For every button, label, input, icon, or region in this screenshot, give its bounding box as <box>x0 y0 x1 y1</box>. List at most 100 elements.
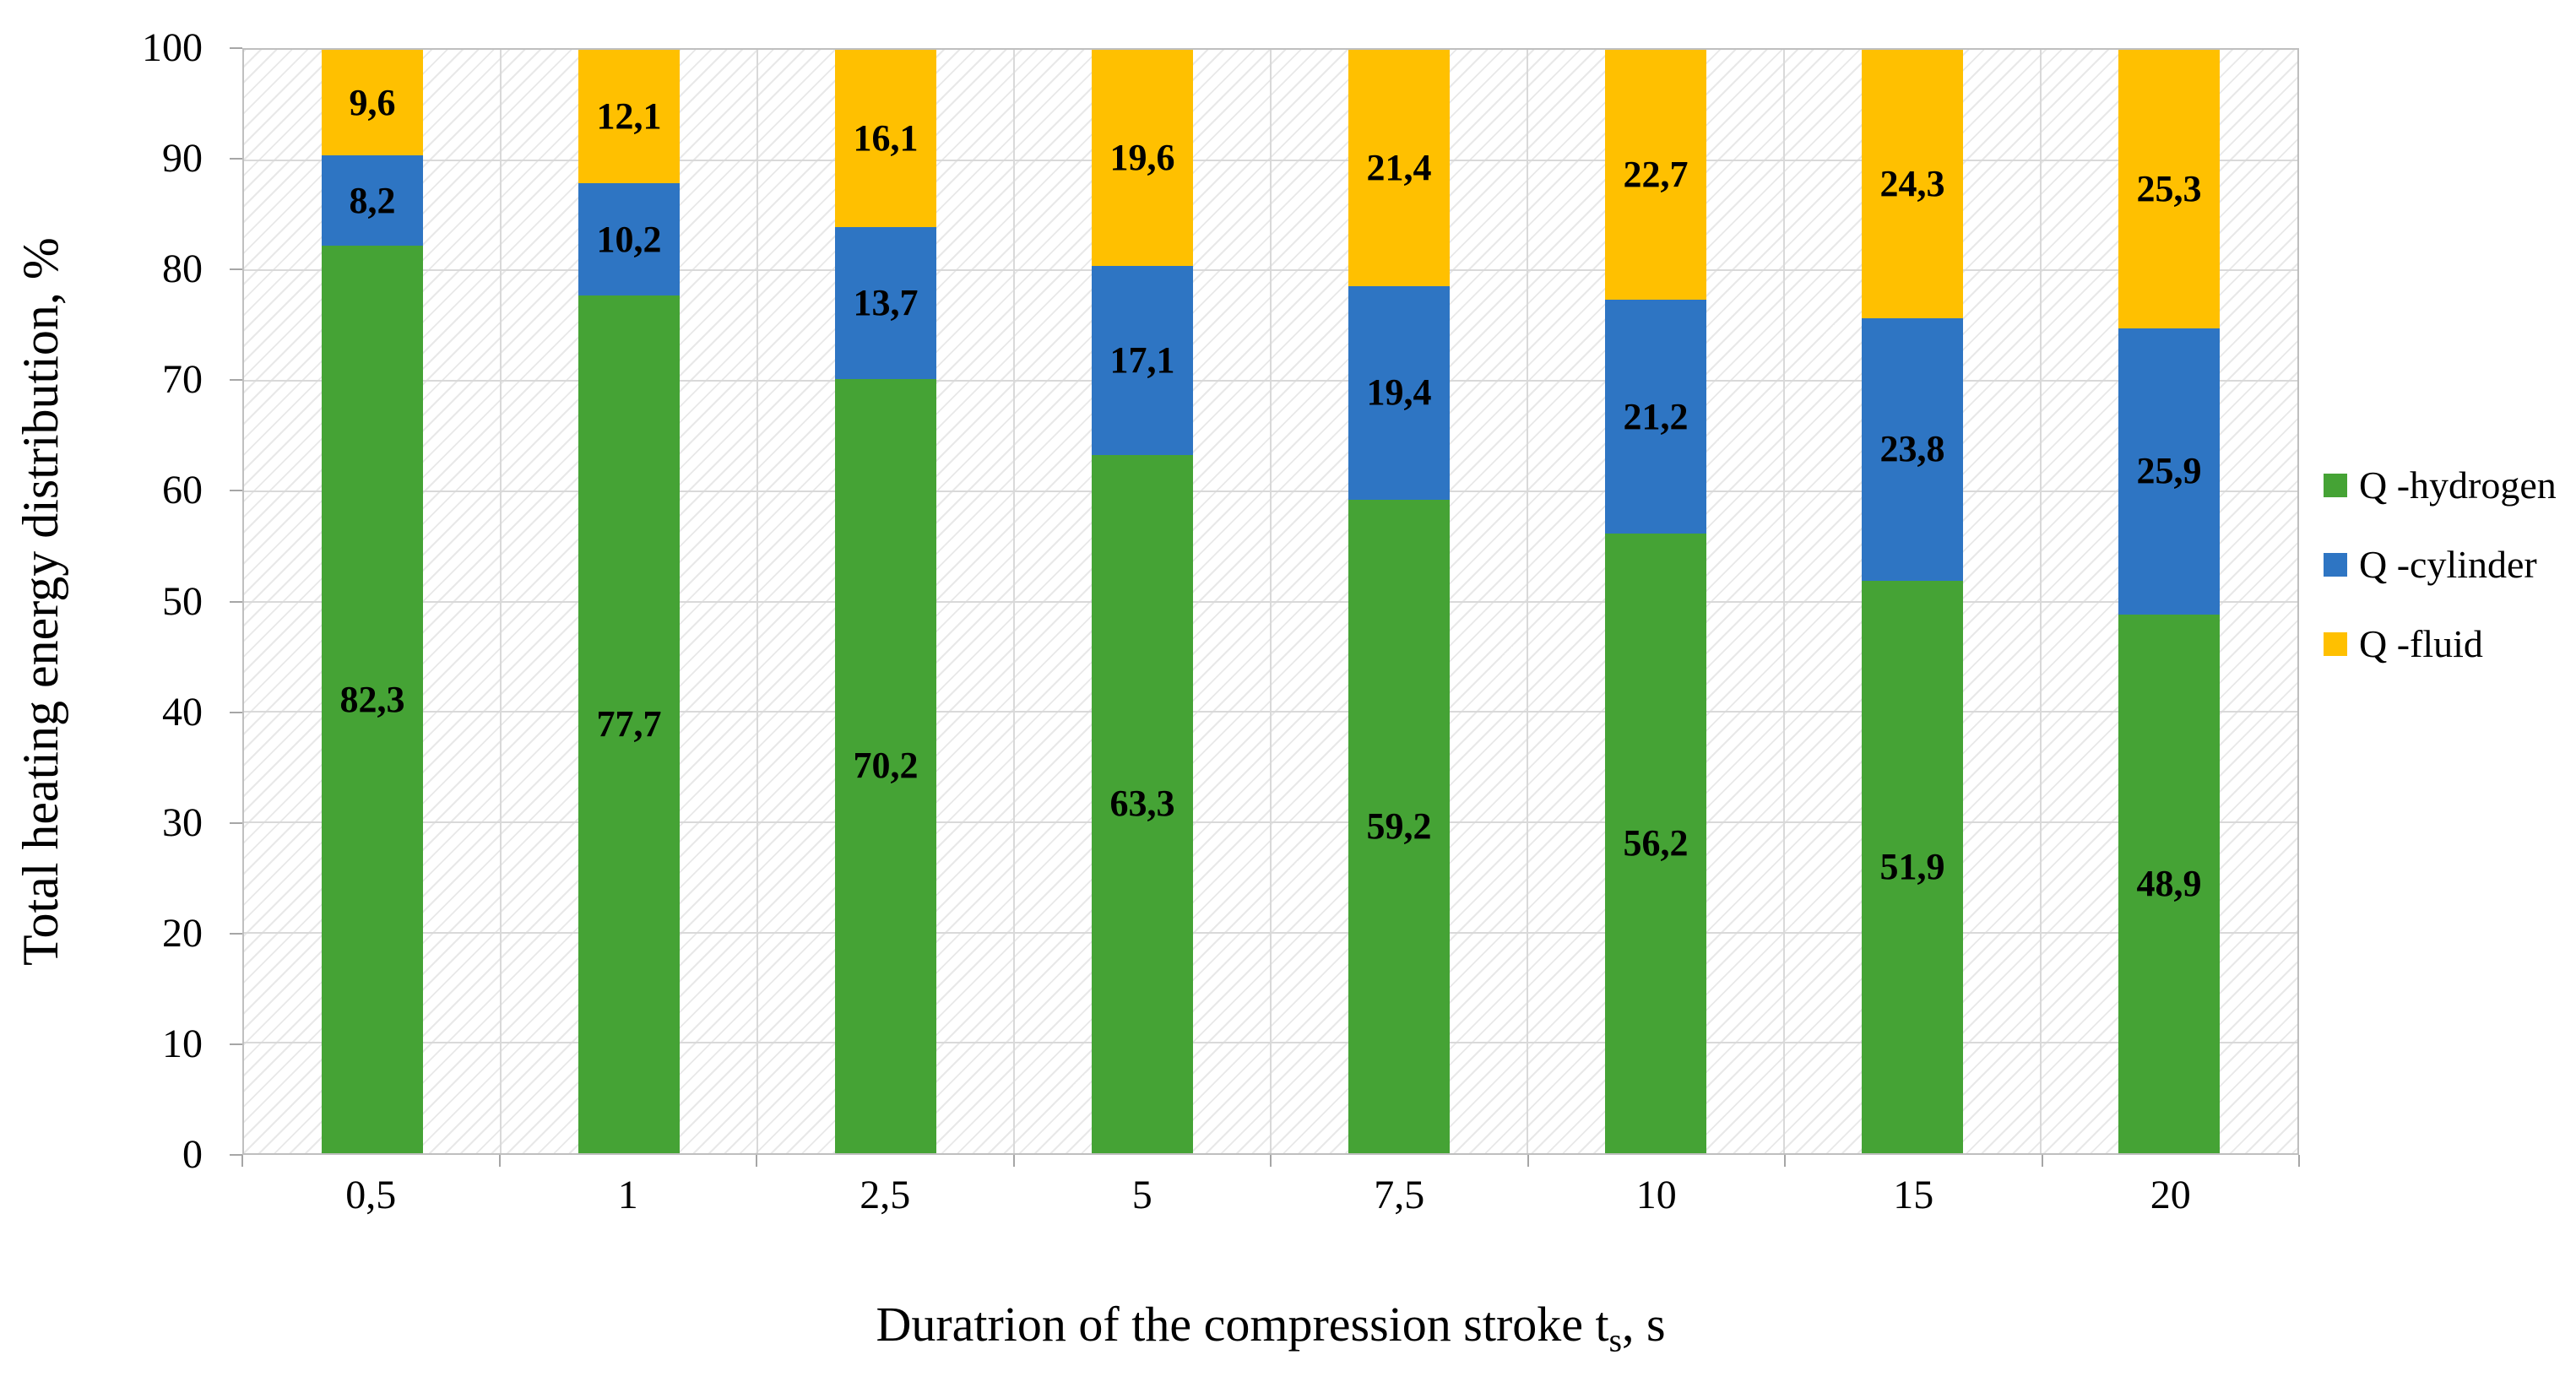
y-tick-mark <box>230 1043 242 1045</box>
y-tick-label: 70 <box>162 357 203 403</box>
gridline-vertical <box>1013 50 1015 1153</box>
y-tick-mark <box>230 711 242 713</box>
bar-segment-qhydrogen: 70,2 <box>835 378 936 1153</box>
data-label: 19,6 <box>1109 137 1175 179</box>
bar-segment-qfluid: 25,3 <box>2118 50 2220 329</box>
data-label: 16,1 <box>853 117 919 160</box>
legend-item-qfluid: Q -fluid <box>2324 625 2557 664</box>
y-tick-label: 30 <box>162 799 203 845</box>
gridline-vertical <box>1527 50 1528 1153</box>
data-label: 22,7 <box>1623 154 1689 196</box>
y-tick-mark <box>230 158 242 160</box>
data-label: 9,6 <box>349 81 396 123</box>
y-tick-label: 0 <box>182 1132 203 1177</box>
bar-segment-qhydrogen: 82,3 <box>322 246 423 1153</box>
bar-segment-qcylinder: 17,1 <box>1092 266 1193 455</box>
x-tick-label: 20 <box>2150 1173 2191 1217</box>
x-tick-mark <box>756 1155 757 1167</box>
legend-swatch-icon <box>2324 474 2347 497</box>
x-tick-label: 7,5 <box>1374 1173 1425 1217</box>
data-label: 17,1 <box>1109 339 1175 381</box>
legend-item-qcylinder: Q -cylinder <box>2324 545 2557 584</box>
bar-segment-qhydrogen: 56,2 <box>1605 534 1706 1153</box>
data-label: 56,2 <box>1623 822 1689 864</box>
x-tick-label: 2,5 <box>860 1173 911 1217</box>
y-tick-mark <box>230 379 242 382</box>
data-label: 82,3 <box>339 678 405 720</box>
data-label: 12,1 <box>596 95 662 138</box>
data-label: 24,3 <box>1879 162 1945 204</box>
y-tick-label: 90 <box>162 136 203 182</box>
y-tick-label: 20 <box>162 910 203 956</box>
data-label: 21,4 <box>1366 146 1432 188</box>
data-label: 70,2 <box>853 745 919 787</box>
stacked-bar-1: 77,7 10,2 12,1 <box>578 50 680 1153</box>
bar-segment-qfluid: 16,1 <box>835 50 936 228</box>
data-label: 10,2 <box>596 218 662 260</box>
x-tick-label: 15 <box>1893 1173 1934 1217</box>
data-label: 25,9 <box>2136 450 2202 492</box>
y-tick-mark <box>230 600 242 603</box>
x-tick-mark <box>1784 1155 1786 1167</box>
data-label: 25,3 <box>2136 168 2202 210</box>
bar-segment-qcylinder: 8,2 <box>322 155 423 247</box>
y-tick-label: 80 <box>162 247 203 292</box>
data-label: 13,7 <box>853 281 919 323</box>
legend-label: Q -cylinder <box>2359 543 2537 586</box>
x-tick-mark <box>1270 1155 1272 1167</box>
stacked-bar-7_5: 59,2 19,4 21,4 <box>1348 50 1450 1153</box>
y-tick-mark <box>230 932 242 935</box>
bar-segment-qcylinder: 13,7 <box>835 227 936 379</box>
x-axis-title-main: Duratrion of the compression stroke t <box>876 1297 1609 1352</box>
bar-segment-qfluid: 9,6 <box>322 50 423 156</box>
y-tick-mark <box>230 47 242 49</box>
bar-segment-qhydrogen: 63,3 <box>1092 454 1193 1153</box>
x-tick-label: 10 <box>1635 1173 1677 1217</box>
x-tick-mark <box>241 1155 243 1167</box>
data-label: 48,9 <box>2136 862 2202 904</box>
bar-segment-qfluid: 12,1 <box>578 50 680 184</box>
bar-segment-qhydrogen: 48,9 <box>2118 614 2220 1153</box>
stacked-bar-10: 56,2 21,2 22,7 <box>1605 50 1706 1153</box>
y-tick-mark <box>230 821 242 824</box>
bar-segment-qfluid: 22,7 <box>1605 50 1706 301</box>
legend-label: Q -fluid <box>2359 622 2483 665</box>
bar-segment-qfluid: 19,6 <box>1092 50 1193 267</box>
x-tick-mark <box>1527 1155 1529 1167</box>
data-label: 59,2 <box>1366 805 1432 848</box>
y-tick-label: 60 <box>162 468 203 513</box>
x-axis-title: Duratrion of the compression stroke ts, … <box>242 1300 2299 1358</box>
y-tick-label: 40 <box>162 689 203 734</box>
bar-segment-qcylinder: 23,8 <box>1862 317 1963 581</box>
gridline-vertical <box>500 50 502 1153</box>
y-axis-tick-marks <box>230 47 242 1156</box>
bar-segment-qcylinder: 21,2 <box>1605 300 1706 534</box>
data-label: 77,7 <box>596 703 662 745</box>
data-label: 19,4 <box>1366 371 1432 414</box>
legend-swatch-icon <box>2324 553 2347 577</box>
bar-segment-qcylinder: 10,2 <box>578 183 680 296</box>
bar-segment-qcylinder: 25,9 <box>2118 328 2220 615</box>
x-tick-mark <box>1012 1155 1015 1167</box>
stacked-bar-0_5: 82,3 8,2 9,6 <box>322 50 423 1153</box>
x-tick-mark <box>2041 1155 2043 1167</box>
legend-swatch-icon <box>2324 632 2347 656</box>
legend: Q -hydrogen Q -cylinder Q -fluid <box>2324 466 2557 664</box>
stacked-bar-15: 51,9 23,8 24,3 <box>1862 50 1963 1153</box>
y-tick-mark <box>230 490 242 492</box>
x-axis-tick-marks <box>241 1155 2300 1167</box>
y-tick-label: 50 <box>162 578 203 624</box>
bar-segment-qfluid: 21,4 <box>1348 50 1450 286</box>
bar-segment-qhydrogen: 51,9 <box>1862 580 1963 1153</box>
x-tick-label: 0,5 <box>345 1173 397 1217</box>
data-label: 23,8 <box>1879 428 1945 470</box>
gridline-vertical <box>1783 50 1785 1153</box>
x-axis-tick-labels: 0,5 1 2,5 5 7,5 10 15 20 <box>242 1175 2299 1226</box>
stacked-bar-2_5: 70,2 13,7 16,1 <box>835 50 936 1153</box>
y-tick-mark <box>230 268 242 271</box>
x-tick-label: 5 <box>1131 1173 1152 1217</box>
data-label: 63,3 <box>1109 783 1175 825</box>
plot-area: 82,3 8,2 9,6 77,7 10,2 12,1 70,2 13,7 16,1 63,3 17… <box>242 48 2299 1155</box>
stacked-bar-5: 63,3 17,1 19,6 <box>1092 50 1193 1153</box>
